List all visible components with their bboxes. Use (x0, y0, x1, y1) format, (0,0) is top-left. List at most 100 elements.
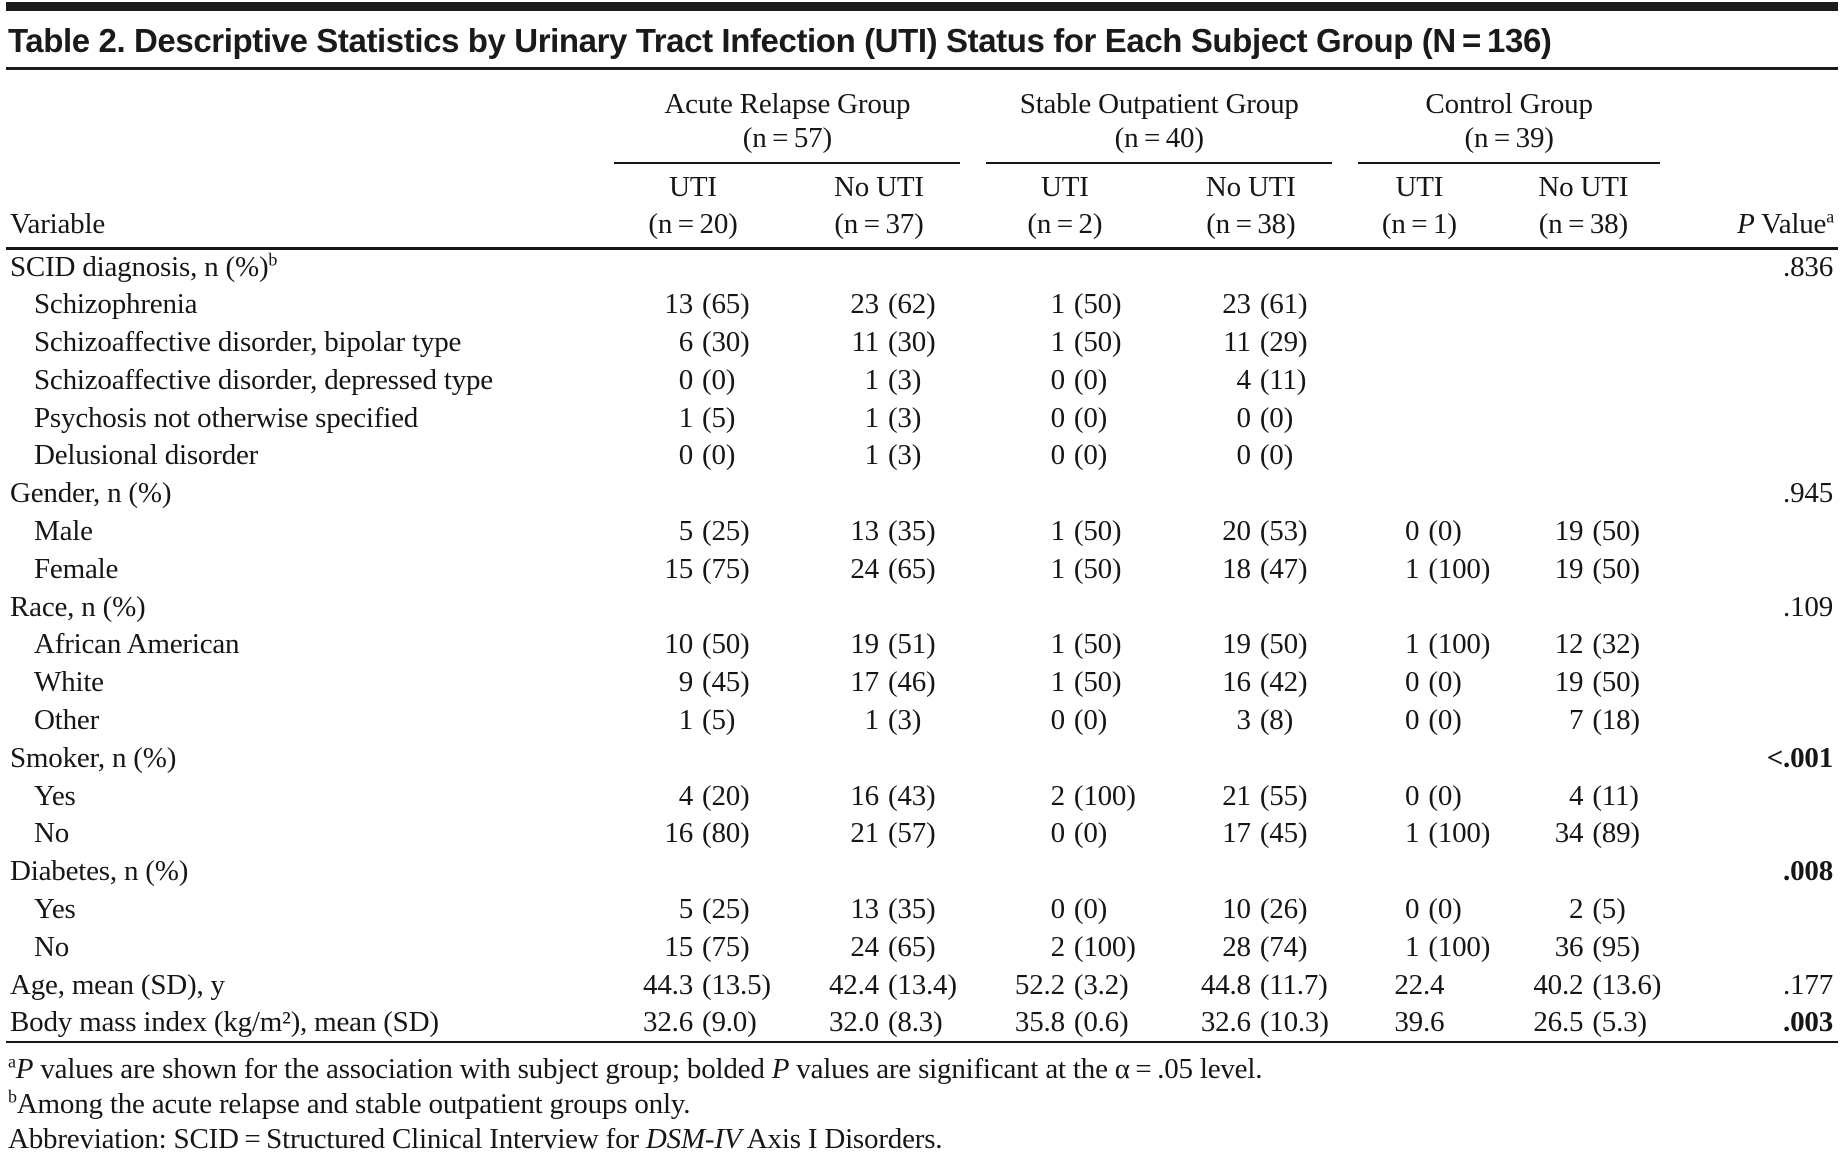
data-cell: 0 (0) (1405, 514, 1462, 547)
data-cell: 18 (47) (1222, 552, 1308, 585)
p-value-cell (1673, 513, 1838, 551)
data-cell: 1 (100) (1405, 817, 1491, 850)
data-cell (785, 739, 974, 777)
data-cell: 20 (53) (1222, 514, 1308, 547)
data-cell (1156, 739, 1345, 777)
data-cell: 1 (50) (1050, 628, 1122, 661)
group-n: (n = 57) (742, 122, 832, 154)
data-cell (1494, 588, 1674, 626)
data-cell (973, 588, 1156, 626)
table-row: Yes 5 (25) 13 (35) 0 (0) 10 (26) 0 (0) 2 (5) (6, 891, 1838, 929)
data-cell (1494, 437, 1674, 475)
p-value-cell: .008 (1783, 855, 1833, 888)
data-cell (1494, 361, 1674, 399)
row-label: Race, n (%) (10, 590, 146, 623)
row-label: Yes (34, 779, 76, 812)
data-cell (973, 853, 1156, 891)
data-cell (1156, 853, 1345, 891)
top-bar (6, 2, 1838, 11)
subcolumn-label-row: UTI No UTI UTI No UTI UTI No UTI (6, 164, 1838, 204)
data-cell: 17 (46) (850, 666, 936, 699)
row-label: Gender, n (%) (10, 477, 172, 510)
table-row: SCID diagnosis, n (%)b .836 (6, 248, 1838, 286)
data-cell: 3 (8) (1236, 703, 1294, 736)
table-row: Race, n (%) .109 (6, 588, 1838, 626)
data-cell (973, 739, 1156, 777)
data-cell: 13 (35) (850, 892, 936, 925)
data-cell (1345, 739, 1493, 777)
p-value-cell (1673, 664, 1838, 702)
p-value-cell: .836 (1783, 251, 1833, 284)
data-cell: 4 (20) (678, 779, 750, 812)
subcolumn-header: UTI (1395, 171, 1444, 203)
data-cell (973, 475, 1156, 513)
data-cell: 1 (5) (678, 703, 736, 736)
data-cell: 16 (80) (664, 817, 750, 850)
data-cell: 1 (100) (1405, 552, 1491, 585)
row-label: Schizoaffective disorder, depressed type (34, 363, 493, 396)
data-cell: 0 (0) (1236, 439, 1294, 472)
data-cell (1345, 588, 1493, 626)
data-cell: 0 (0) (1405, 892, 1462, 925)
data-cell: 32.6 (9.0) (601, 1003, 785, 1043)
table-body: SCID diagnosis, n (%)b .836 Schizophrenia 1… (6, 248, 1838, 1043)
data-cell: 0 (0) (1050, 363, 1108, 396)
data-cell: 16 (42) (1222, 666, 1308, 699)
data-cell (1345, 399, 1493, 437)
data-cell: 9 (45) (678, 666, 750, 699)
data-cell: 1 (50) (1050, 552, 1122, 585)
data-cell: 0 (0) (1050, 439, 1108, 472)
table-row: African American 10 (50) 19 (51) 1 (50) 19 (50) 1… (6, 626, 1838, 664)
data-cell: 11 (29) (1223, 325, 1308, 358)
data-cell (1345, 248, 1493, 286)
data-cell: 1 (3) (864, 439, 922, 472)
data-cell: 7 (18) (1569, 703, 1640, 736)
data-cell (601, 853, 784, 891)
p-value-cell: .945 (1783, 477, 1833, 510)
data-cell (1494, 475, 1674, 513)
data-cell: 26.5 (5.3) (1493, 1003, 1674, 1043)
data-cell: 42.4 (13.4) (828, 968, 957, 1001)
group-name: Acute Relapse Group (664, 88, 911, 120)
data-cell: 32.0 (8.3) (784, 1003, 974, 1043)
table-row: Schizoaffective disorder, bipolar type 6(… (6, 324, 1838, 362)
data-cell: 17 (45) (1222, 817, 1308, 850)
data-cell (1345, 853, 1493, 891)
data-cell (785, 588, 974, 626)
data-cell: 36 (95) (1554, 930, 1640, 963)
title-rule (6, 67, 1838, 70)
table-row: Schizoaffective disorder, depressed type… (6, 361, 1838, 399)
data-cell (601, 739, 784, 777)
data-cell (785, 475, 974, 513)
data-cell: 44.8 (11.7) (1200, 968, 1328, 1001)
data-cell: 32.6 (10.3) (1156, 1003, 1346, 1043)
table-row: Female 15 (75) 24 (65) 1 (50) 18 (47) 1 (100) 19 (50… (6, 550, 1838, 588)
data-cell: 23 (62) (850, 288, 936, 321)
row-label: Age, mean (SD), y (10, 968, 225, 1001)
data-cell: 4 (11) (1236, 363, 1307, 396)
data-cell: 1 (5) (678, 401, 736, 434)
data-cell: 1 (50) (1050, 325, 1122, 358)
p-value-cell: .177 (1783, 968, 1833, 1001)
table-row: Age, mean (SD), y 44.3 (13.5) 42.4 (13.4) 52.… (6, 966, 1838, 1004)
data-cell: 6 (30) (678, 325, 750, 358)
group-header-acute-relapse: Acute Relapse Group (n = 57) (601, 70, 973, 164)
data-cell: 28 (74) (1222, 930, 1308, 963)
data-cell: 23 (61) (1222, 288, 1308, 321)
data-cell (601, 248, 784, 286)
group-header-stable-outpatient: Stable Outpatient Group (n = 40) (973, 70, 1345, 164)
group-name: Stable Outpatient Group (1019, 88, 1299, 120)
row-label: Male (34, 514, 93, 547)
row-label: Psychosis not otherwise specified (34, 401, 419, 434)
group-header-control: Control Group (n = 39) (1345, 70, 1673, 164)
data-cell: 2 (100) (1050, 779, 1136, 812)
data-cell: 44.3 (13.5) (643, 968, 771, 1001)
data-cell (601, 588, 784, 626)
data-cell: 0 (0) (1405, 779, 1462, 812)
data-cell (1494, 286, 1674, 324)
data-cell: 13 (35) (850, 514, 936, 547)
subcolumn-n: (n = 1) (1345, 204, 1494, 250)
table-row: No 16 (80) 21 (57) 0 (0) 17 (45) 1 (100) 34 (89) (6, 815, 1838, 853)
table-row: Psychosis not otherwise specified 1 (5) 1 (3… (6, 399, 1838, 437)
p-value-cell (1673, 361, 1838, 399)
